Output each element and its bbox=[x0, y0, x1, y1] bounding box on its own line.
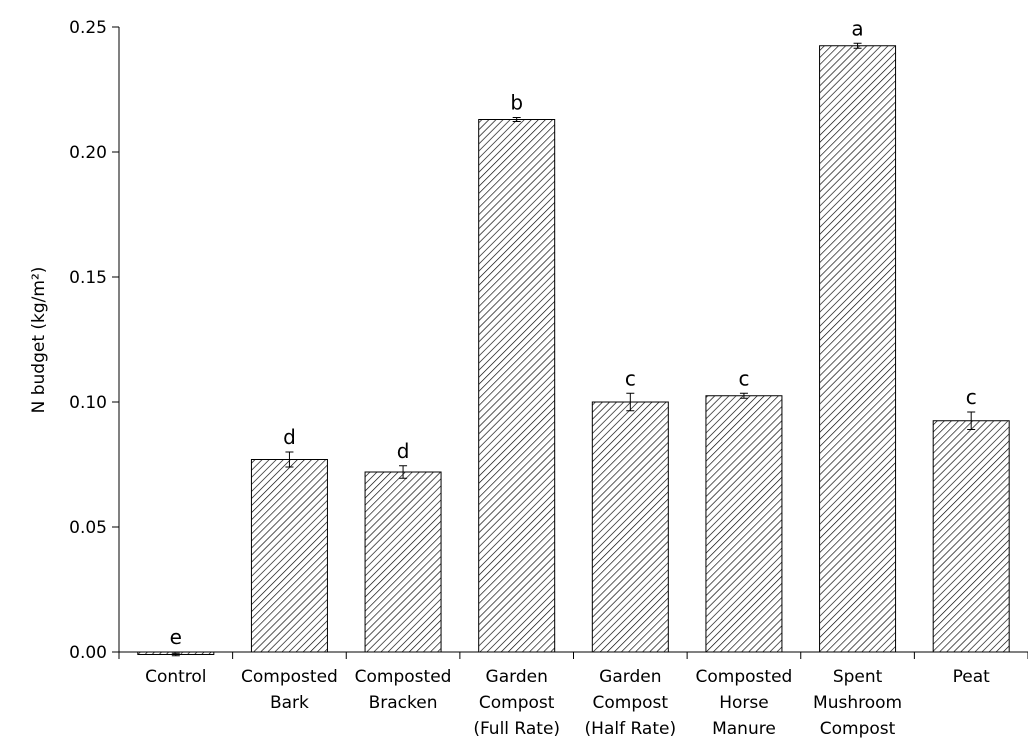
x-tick-label-line: Compost bbox=[479, 693, 555, 713]
significance-letter: c bbox=[738, 366, 749, 390]
significance-letter: d bbox=[397, 439, 410, 463]
bar bbox=[478, 119, 556, 653]
x-tick-label: Peat bbox=[953, 667, 991, 687]
x-tick-label: Control bbox=[145, 667, 206, 687]
bar bbox=[250, 459, 328, 653]
bar bbox=[819, 45, 897, 653]
y-tick-label: 0.15 bbox=[69, 268, 107, 288]
x-tick-label-line: Composted bbox=[696, 667, 793, 687]
y-tick-label: 0.20 bbox=[69, 143, 107, 163]
significance-letter: d bbox=[283, 425, 296, 449]
x-tick-label-line: Manure bbox=[712, 719, 776, 739]
x-tick-label-line: Compost bbox=[593, 693, 669, 713]
x-tick-label: Composted Bark bbox=[241, 667, 338, 713]
significance-letter: b bbox=[510, 91, 523, 115]
bar bbox=[364, 471, 442, 653]
bar bbox=[591, 401, 669, 653]
x-tick-label-line: Bark bbox=[270, 693, 309, 713]
x-tick-label: Garden Compost (Full Rate) bbox=[473, 667, 560, 739]
x-tick-label-line: Bracken bbox=[369, 693, 438, 713]
x-tick-label-line: Mushroom bbox=[813, 693, 902, 713]
x-tick-label-line: Composted bbox=[355, 667, 452, 687]
x-tick-label-line: Control bbox=[145, 667, 206, 687]
significance-letter: a bbox=[851, 16, 863, 40]
x-tick-label-line: Garden bbox=[599, 667, 661, 687]
significance-letter: c bbox=[625, 366, 636, 390]
x-tick-label: Composted Horse Manure bbox=[696, 667, 793, 739]
x-tick-label-line: (Half Rate) bbox=[585, 719, 677, 739]
bars-group: e d d b c c a c bbox=[137, 16, 1010, 657]
x-tick-label-line: Spent bbox=[833, 667, 883, 687]
x-tick-label-line: Peat bbox=[953, 667, 991, 687]
x-tick-label: Composted Bracken bbox=[355, 667, 452, 713]
x-tick-label-line: Horse bbox=[719, 693, 769, 713]
y-tick-label: 0.10 bbox=[69, 393, 107, 413]
bar bbox=[932, 420, 1010, 653]
y-tick-label: 0.05 bbox=[69, 518, 107, 538]
x-tick-label-line: Composted bbox=[241, 667, 338, 687]
x-tick-label: Spent Mushroom Compost bbox=[813, 667, 902, 739]
bar bbox=[705, 395, 783, 653]
x-tick-label: Garden Compost (Half Rate) bbox=[585, 667, 677, 739]
y-tick-label: 0.25 bbox=[69, 18, 107, 38]
significance-letter: e bbox=[170, 625, 182, 649]
y-axis-title: N budget (kg/m²) bbox=[29, 267, 49, 414]
x-tick-label-line: Compost bbox=[820, 719, 896, 739]
significance-letter: c bbox=[966, 385, 977, 409]
x-tick-label-line: (Full Rate) bbox=[473, 719, 560, 739]
x-tick-label-line: Garden bbox=[486, 667, 548, 687]
y-tick-label: 0.00 bbox=[69, 643, 107, 663]
